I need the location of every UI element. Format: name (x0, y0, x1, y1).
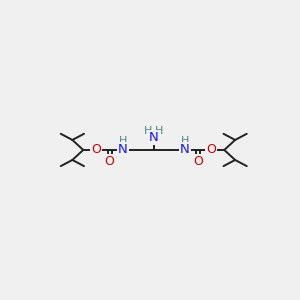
Text: O: O (206, 143, 216, 157)
Text: O: O (193, 155, 203, 168)
Text: N: N (118, 143, 128, 157)
Text: N: N (149, 131, 159, 144)
Text: H: H (181, 136, 189, 146)
Text: H: H (144, 127, 152, 136)
Text: O: O (92, 143, 101, 157)
Text: H: H (118, 136, 127, 146)
Text: N: N (180, 143, 190, 157)
Text: H: H (155, 127, 164, 136)
Text: O: O (105, 155, 115, 168)
